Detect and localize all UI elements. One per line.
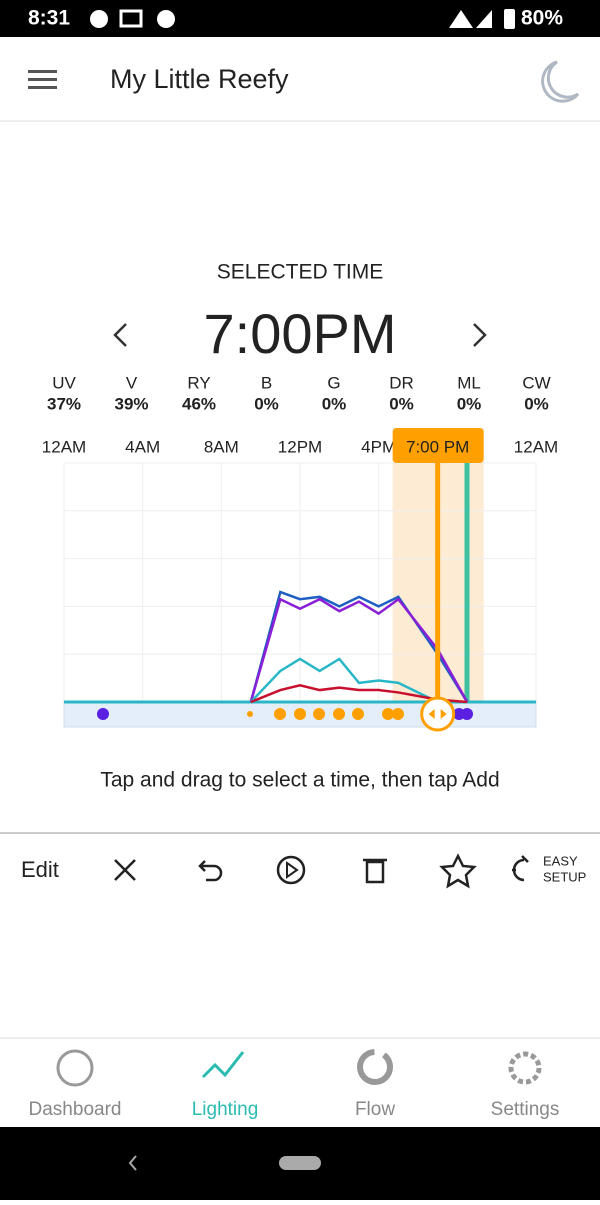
channel-value: 46% (182, 394, 216, 413)
battery-icon (504, 9, 515, 29)
x-tick-label: 12PM (278, 437, 322, 456)
x-tick-label: 12AM (514, 437, 558, 456)
selected-label-box (392, 428, 484, 463)
channel-value: 37% (47, 394, 81, 413)
pie-icon (157, 10, 175, 28)
series-line (249, 657, 468, 704)
next-button[interactable] (473, 323, 487, 347)
messenger-icon (90, 10, 108, 28)
keyframe-dot[interactable] (461, 708, 473, 720)
channel-value: 0% (254, 394, 279, 413)
channel-value: 0% (322, 394, 347, 413)
flow-icon[interactable] (357, 1049, 393, 1085)
channel-value: 39% (114, 394, 148, 413)
channel-name: B (261, 373, 272, 392)
hint: Tap and drag to select a time, then tap … (100, 769, 499, 792)
x-tick-label: 4PM (361, 437, 396, 456)
easy-setup-icon[interactable] (512, 855, 529, 882)
battery-level: 80% (521, 7, 563, 30)
nav-label[interactable]: Flow (355, 1099, 395, 1120)
series-line (250, 683, 468, 704)
selected-time: 7:00PM (204, 302, 397, 365)
nav-label[interactable]: Dashboard (29, 1099, 122, 1120)
channel-value: 0% (524, 394, 549, 413)
settings-icon[interactable] (508, 1051, 542, 1085)
nav-label[interactable]: Settings (491, 1099, 560, 1120)
home-button[interactable] (279, 1156, 321, 1170)
channel-name: ML (457, 373, 481, 392)
drag-handle[interactable] (420, 696, 456, 732)
keyframe-dot[interactable] (97, 708, 109, 720)
app-title: My Little Reefy (110, 64, 289, 94)
dashboard-icon[interactable] (56, 1049, 94, 1087)
prev-button[interactable] (113, 323, 127, 347)
undo-button[interactable] (198, 860, 223, 882)
channel-value: 0% (389, 394, 414, 413)
channel-name: CW (522, 373, 550, 392)
keyframe-dot[interactable] (247, 711, 253, 717)
lighting-icon[interactable] (201, 1051, 245, 1079)
channel-name: G (327, 373, 340, 392)
keyframe-dot[interactable] (294, 708, 306, 720)
delete-button[interactable] (363, 858, 387, 884)
keyframe-dot[interactable] (274, 708, 286, 720)
keyframe-dot[interactable] (313, 708, 325, 720)
series-line (249, 597, 469, 703)
status-time: 8:31 (28, 7, 70, 30)
channel-name: DR (389, 373, 414, 392)
edit-label[interactable]: Edit (21, 857, 59, 882)
channel-name: UV (52, 373, 76, 392)
easy-setup-label[interactable]: EASY (543, 853, 578, 868)
drag-arrows[interactable] (428, 709, 447, 719)
channel-name: V (126, 373, 138, 392)
channel-value: 0% (457, 394, 482, 413)
menu-button[interactable] (28, 70, 57, 89)
wifi-icon (449, 10, 473, 28)
x-tick-label: 12AM (42, 437, 86, 456)
favorite-button[interactable] (439, 853, 477, 889)
easy-setup-label[interactable]: SETUP (543, 869, 586, 884)
close-button[interactable] (114, 859, 136, 881)
keyframe-dot[interactable] (333, 708, 345, 720)
signal-icon (476, 10, 492, 28)
night-mode-button[interactable] (541, 60, 580, 103)
gmail-icon (119, 9, 143, 28)
selected-heading: SELECTED TIME (217, 261, 383, 284)
keyframe-dot[interactable] (382, 708, 394, 720)
x-tick-label: 8AM (204, 437, 239, 456)
keyframe-dot[interactable] (392, 708, 404, 720)
channel-name: RY (187, 373, 210, 392)
back-button[interactable] (128, 1155, 137, 1171)
keyframe-dot[interactable] (352, 708, 364, 720)
x-tick-label: 4AM (125, 437, 160, 456)
preview-button[interactable] (276, 855, 306, 885)
selected-label: 7:00 PM (406, 437, 469, 456)
nav-label[interactable]: Lighting (192, 1099, 259, 1120)
